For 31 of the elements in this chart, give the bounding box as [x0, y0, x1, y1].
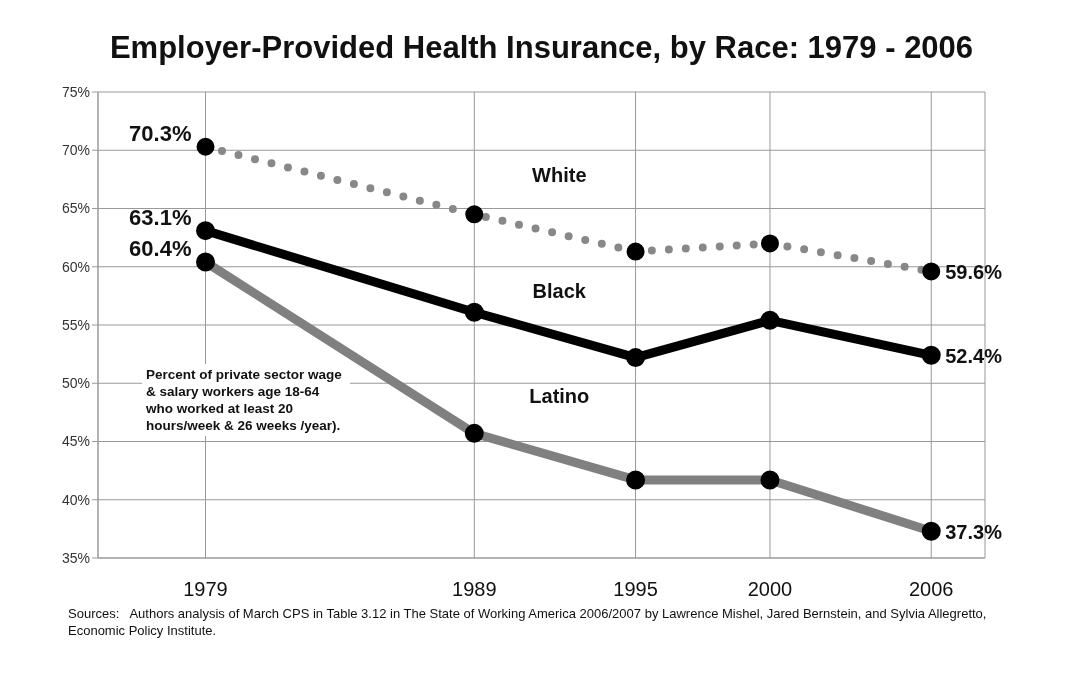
- source-note: Sources: Authors analysis of March CPS in Table 3.12 in The State of Working America 2006/2007 by Lawrence Mishel, Jared Bernstein, and Sylvia Allegretto, Economic Policy Institute.: [68, 605, 988, 639]
- y-tick-label: 40%: [61, 491, 90, 508]
- data-label: 63.1%: [129, 204, 192, 230]
- point: [196, 221, 216, 241]
- data-label: 52.4%: [945, 345, 1003, 368]
- annotation: Percent of private sector wage & salary workers age 18-64 who worked at least 20 hours/week & 26 weeks /year).: [142, 364, 350, 436]
- data-label: 60.4%: [129, 236, 192, 262]
- y-tick-label: 75%: [61, 83, 90, 100]
- text: White: [532, 164, 587, 187]
- series-label: Black: [532, 280, 587, 303]
- point: [626, 348, 646, 368]
- text: Latino: [529, 385, 590, 408]
- x-tick-label: 1995: [613, 578, 658, 601]
- y-tick-label: 70%: [61, 142, 90, 159]
- y-tick-label: 65%: [61, 200, 90, 217]
- y-tick-label: 35%: [61, 549, 90, 566]
- chart-title: Employer-Provided Health Insurance, by Race: 1979 - 2006: [108, 30, 975, 66]
- data-label: 37.3%: [945, 521, 1003, 544]
- x-tick-label: 1989: [452, 578, 497, 601]
- y-tick-label: 55%: [61, 316, 90, 333]
- y-tick-label: 60%: [61, 258, 90, 275]
- y-tick-label: 50%: [61, 375, 90, 392]
- point: [921, 345, 941, 365]
- x-tick-label: 1979: [183, 578, 228, 601]
- data-label: 59.6%: [945, 261, 1003, 284]
- x-tick-label: 2000: [747, 578, 793, 601]
- x-tick-label: 2006: [908, 578, 954, 601]
- y-tick-label: 45%: [61, 433, 90, 450]
- data-label: 70.3%: [129, 120, 192, 146]
- point: [464, 302, 484, 322]
- point: [760, 310, 780, 330]
